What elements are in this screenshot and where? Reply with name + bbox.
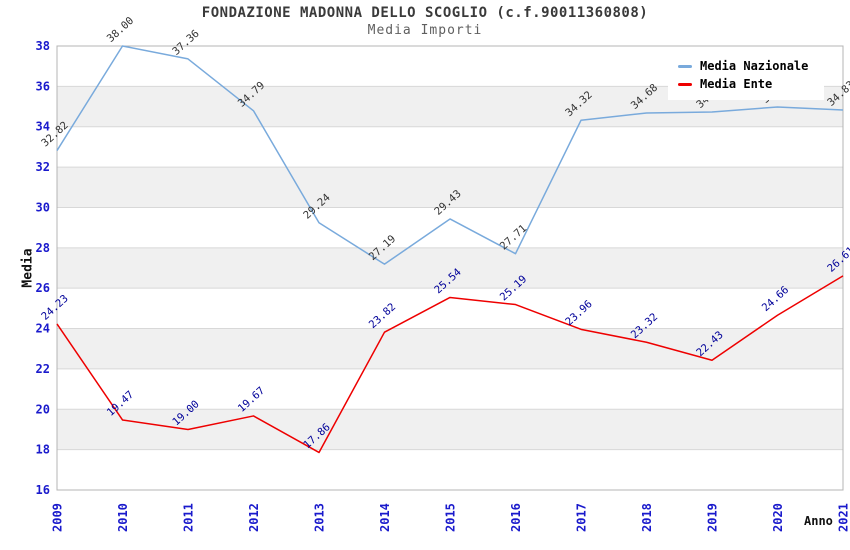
x-tick-label: 2019 [706, 503, 720, 532]
legend-item-media-ente: Media Ente [678, 77, 820, 92]
legend-line-swatch-nazionale [678, 65, 692, 68]
y-tick-label: 34 [36, 120, 50, 134]
data-point-label: 23.96 [563, 298, 595, 328]
x-tick-label: 2011 [182, 503, 196, 532]
legend-line-swatch-ente [678, 83, 692, 86]
x-tick-label: 2016 [509, 503, 523, 532]
y-axis-title: Media [20, 248, 36, 288]
plot-band [57, 167, 843, 208]
legend-label: Media Ente [700, 77, 773, 91]
data-point-label: 23.82 [367, 301, 399, 331]
x-tick-label: 2010 [116, 503, 130, 532]
y-tick-label: 18 [36, 443, 50, 457]
y-tick-label: 38 [36, 39, 50, 53]
x-tick-label: 2015 [444, 503, 458, 532]
data-point-label: 24.23 [39, 293, 71, 323]
y-tick-label: 32 [36, 160, 50, 174]
x-tick-label: 2017 [575, 503, 589, 532]
x-axis-title: Anno [804, 514, 833, 528]
x-tick-label: 2018 [640, 503, 654, 532]
plot-band [57, 328, 843, 369]
y-tick-label: 22 [36, 362, 50, 376]
y-tick-label: 36 [36, 79, 50, 93]
y-tick-label: 28 [36, 241, 50, 255]
series-line-media-ente [56, 275, 844, 454]
y-tick-label: 20 [36, 402, 50, 416]
chart-subtitle: Media Importi [367, 23, 483, 38]
plot-band [57, 247, 843, 289]
x-tick-label: 2012 [247, 503, 261, 532]
plot-border [56, 45, 844, 491]
chart-title: FONDAZIONE MADONNA DELLO SCOGLIO (c.f.90… [201, 5, 649, 21]
legend-item-media-nazionale: Media Nazionale [678, 59, 820, 74]
y-tick-label: 26 [36, 281, 50, 295]
y-tick-label: 16 [36, 483, 50, 497]
x-tick-label: 2009 [51, 503, 65, 532]
x-tick-label: 2020 [771, 503, 785, 532]
y-tick-label: 30 [36, 200, 50, 214]
series-line-media-nazionale [56, 45, 844, 265]
legend-label: Media Nazionale [700, 59, 809, 73]
x-tick-label: 2021 [837, 503, 850, 532]
legend: Media Nazionale Media Ente [668, 52, 824, 100]
x-tick-label: 2014 [378, 503, 392, 532]
y-tick-label: 24 [36, 322, 50, 336]
x-tick-label: 2013 [313, 503, 327, 532]
